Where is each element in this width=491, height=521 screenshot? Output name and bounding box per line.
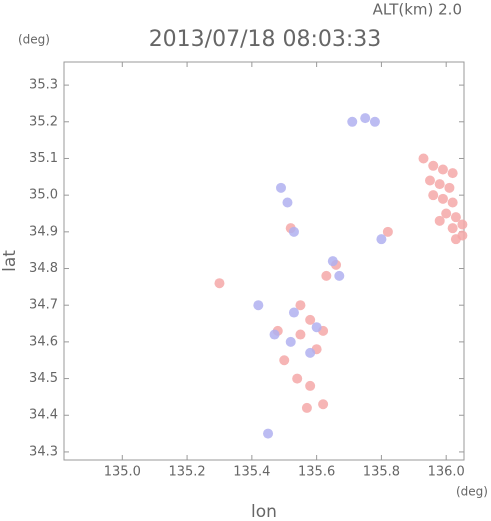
echo-point	[450, 212, 461, 223]
echo-point	[321, 270, 332, 281]
echo-point	[450, 234, 461, 245]
echo-point	[292, 373, 303, 384]
echo-point	[376, 234, 387, 245]
y-unit: (deg)	[18, 33, 50, 47]
echo-point	[447, 168, 458, 179]
y-tick-label: 34.6	[29, 334, 58, 349]
y-tick-label: 35.3	[29, 78, 58, 93]
x-tick-label: 135.6	[298, 465, 335, 480]
y-tick-label: 35.2	[29, 114, 58, 129]
y-tick-label: 34.3	[29, 444, 58, 459]
x-tick-label: 136.0	[428, 465, 465, 480]
x-tick-label: 135.4	[233, 465, 270, 480]
echo-point	[305, 347, 316, 358]
echo-point	[334, 270, 345, 281]
echo-point	[285, 336, 296, 347]
echo-point	[444, 182, 455, 193]
echo-point	[437, 164, 448, 175]
echo-point	[327, 256, 338, 267]
x-tick-label: 135.0	[104, 465, 141, 480]
echo-point	[457, 219, 468, 230]
echo-point	[424, 175, 435, 186]
echo-point	[295, 329, 306, 340]
chart-title: 2013/07/18 08:03:33	[149, 27, 382, 52]
x-axis-label: lon	[251, 502, 277, 521]
echo-point	[318, 399, 329, 410]
echo-point	[282, 197, 293, 208]
echo-point	[434, 179, 445, 190]
plot-frame	[63, 61, 465, 461]
y-tick-label: 35.0	[29, 188, 58, 203]
echo-point	[369, 116, 380, 127]
y-tick-label: 34.8	[29, 261, 58, 276]
echo-point	[347, 116, 358, 127]
echo-point	[311, 322, 322, 333]
echo-point	[288, 226, 299, 237]
y-tick-label: 34.4	[29, 408, 58, 423]
echo-point	[428, 160, 439, 171]
echo-point	[360, 113, 371, 124]
x-unit: (deg)	[456, 485, 488, 499]
echo-point	[263, 428, 274, 439]
echo-point	[418, 153, 429, 164]
echo-point	[437, 193, 448, 204]
echo-point	[305, 380, 316, 391]
y-axis-label: lat	[0, 250, 20, 272]
echo-point	[447, 223, 458, 234]
echo-point	[279, 355, 290, 366]
echo-point	[447, 197, 458, 208]
altitude-label: ALT(km) 2.0	[373, 1, 462, 19]
echo-point	[428, 190, 439, 201]
echo-point	[253, 300, 264, 311]
y-tick-label: 34.9	[29, 224, 58, 239]
echo-point	[382, 226, 393, 237]
echo-point	[434, 215, 445, 226]
x-tick-label: 135.2	[168, 465, 205, 480]
y-tick-label: 34.5	[29, 371, 58, 386]
echo-point	[214, 278, 225, 289]
echo-point	[305, 314, 316, 325]
y-tick-label: 34.7	[29, 298, 58, 313]
echo-point	[288, 307, 299, 318]
echo-point	[295, 300, 306, 311]
echo-point	[441, 208, 452, 219]
y-tick-label: 35.1	[29, 151, 58, 166]
x-tick-label: 135.8	[363, 465, 400, 480]
echo-point	[269, 329, 280, 340]
echo-point	[301, 402, 312, 413]
echo-point	[276, 182, 287, 193]
